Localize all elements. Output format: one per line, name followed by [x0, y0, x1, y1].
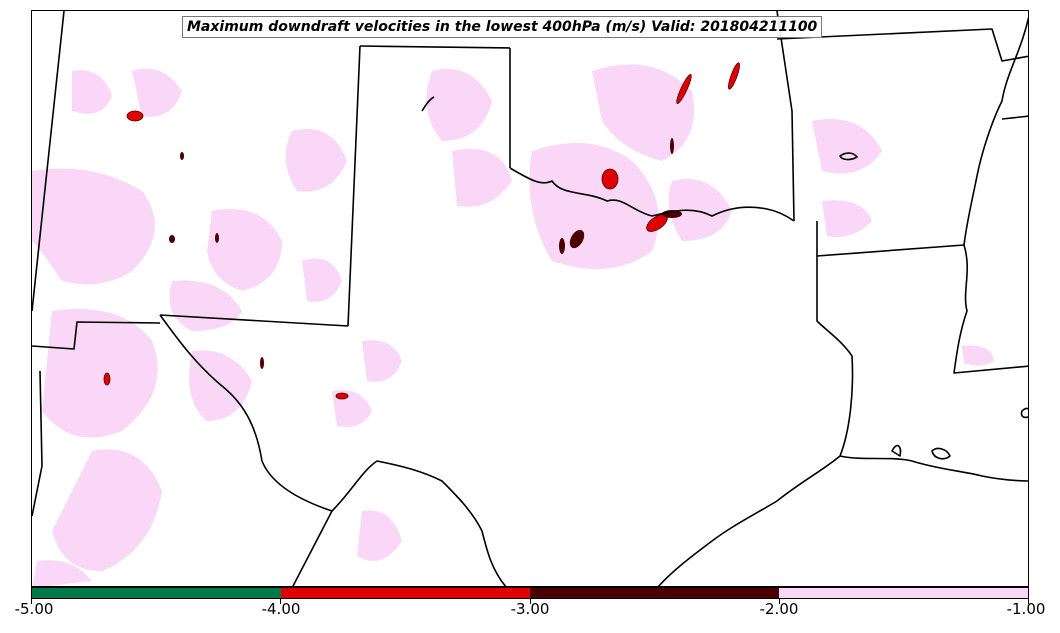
red-downdraft-cores — [103, 62, 740, 400]
colorbar-tick — [31, 599, 32, 604]
colorbar-tick-label: -3.00 — [510, 600, 550, 618]
colorbar-tick — [530, 599, 531, 604]
colorbar-tick — [779, 599, 780, 604]
colorbar — [31, 587, 1029, 599]
colorbar-tick — [280, 599, 281, 604]
map-panel: Maximum downdraft velocities in the lowe… — [31, 10, 1029, 587]
map-title: Maximum downdraft velocities in the lowe… — [182, 16, 823, 38]
colorbar-tick-label: -1.00 — [1006, 600, 1046, 618]
map-canvas — [32, 11, 1028, 586]
colorbar-tick-label: -2.00 — [759, 600, 799, 618]
colorbar-tick-label: -5.00 — [14, 600, 54, 618]
light-pink-downdraft-areas — [32, 64, 994, 586]
colorbar-tick-label: -4.00 — [261, 600, 301, 618]
colorbar-segment — [530, 588, 779, 598]
state-borders — [32, 11, 1028, 586]
colorbar-segment — [281, 588, 530, 598]
colorbar-segment — [32, 588, 281, 598]
colorbar-tick — [1028, 599, 1029, 604]
colorbar-segment — [779, 588, 1028, 598]
